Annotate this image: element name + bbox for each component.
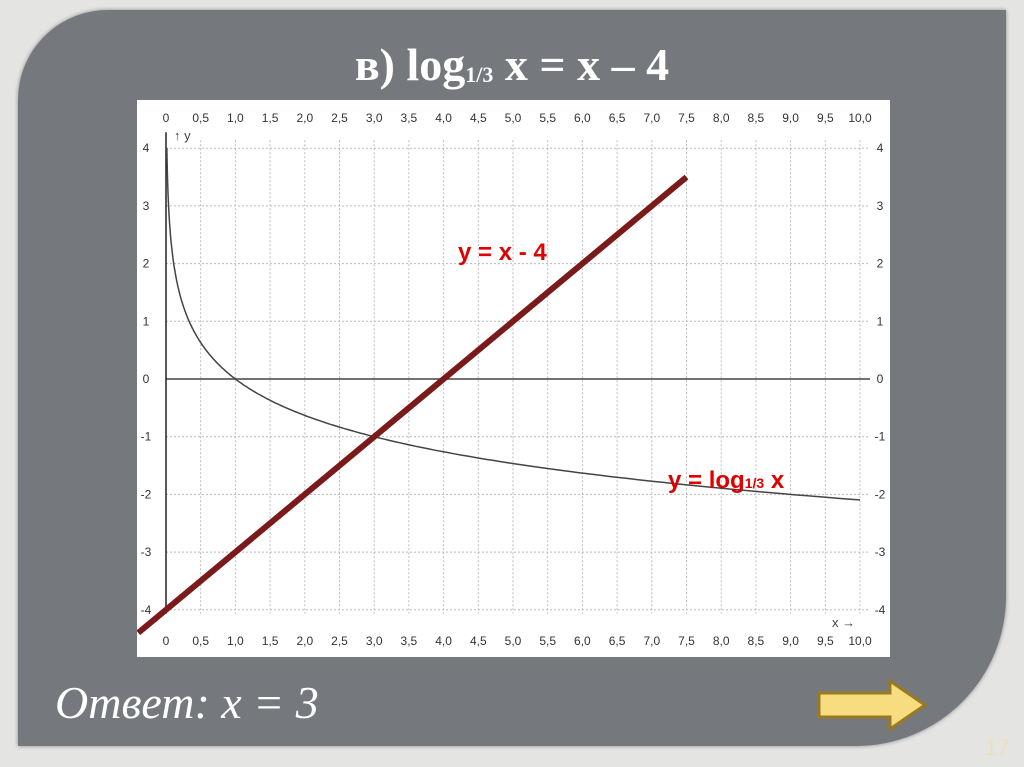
x-axis-label: x → (832, 615, 855, 630)
x-tick-label-bottom: 5,5 (539, 634, 556, 648)
x-tick-label-bottom: 0 (163, 634, 170, 648)
x-tick-label-bottom: 4,0 (435, 634, 452, 648)
arrow-right-icon[interactable] (815, 678, 930, 733)
y-tick-label-right: -1 (875, 430, 886, 444)
x-tick-label-bottom: 8,5 (748, 634, 765, 648)
series-label-log-base: 1/3 (745, 475, 765, 491)
x-tick-label-bottom: 9,0 (782, 634, 799, 648)
x-tick-label-bottom: 3,0 (366, 634, 383, 648)
x-tick-label-bottom: 9,5 (817, 634, 834, 648)
y-tick-label-left: 3 (143, 199, 150, 213)
y-tick-label-left: 2 (143, 257, 150, 271)
title-log-base: 1/3 (465, 62, 494, 87)
x-tick-label-top: 7,0 (643, 111, 660, 125)
y-tick-label-right: -2 (875, 487, 886, 501)
x-tick-label-top: 2,5 (331, 111, 348, 125)
answer-text: Ответ: x = 3 (55, 677, 319, 728)
x-tick-label-top: 3,5 (401, 111, 418, 125)
y-tick-label-left: -1 (141, 430, 152, 444)
x-tick-label-bottom: 6,5 (609, 634, 626, 648)
x-tick-label-top: 10,0 (848, 111, 872, 125)
chart: 0 0 0,5 0,5 1,0 1,0 1,5 1,5 2,0 2,0 2,5 2,5 3,0 3,0 3,… (137, 100, 890, 657)
y-tick-label-left: -2 (141, 487, 152, 501)
y-tick-label-right: 4 (877, 141, 884, 155)
x-tick-label-top: 7,5 (678, 111, 695, 125)
x-tick-label-top: 1,0 (227, 111, 244, 125)
chart-svg: 0 0 0,5 0,5 1,0 1,0 1,5 1,5 2,0 2,0 2,5 2,5 3,0 3,0 3,… (137, 111, 886, 648)
series-label-log: y = log1/3 x (668, 467, 785, 494)
x-tick-label-top: 4,0 (435, 111, 452, 125)
x-tick-label-top: 5,5 (539, 111, 556, 125)
y-tick-label-left: -3 (141, 545, 152, 559)
title-suffix: x = x – 4 (493, 39, 670, 90)
y-tick-label-left: -4 (141, 603, 152, 617)
y-tick-label-left: 0 (143, 372, 150, 386)
x-tick-label-bottom: 0,5 (192, 634, 209, 648)
x-tick-label-bottom: 6,0 (574, 634, 591, 648)
x-tick-label-top: 8,0 (713, 111, 730, 125)
x-tick-label-bottom: 2,5 (331, 634, 348, 648)
x-tick-label-bottom: 3,5 (401, 634, 418, 648)
x-tick-label-top: 9,5 (817, 111, 834, 125)
x-tick-label-top: 5,0 (505, 111, 522, 125)
series-label-log-suffix: x (764, 467, 785, 494)
x-tick-label-bottom: 1,5 (262, 634, 279, 648)
title-prefix: в) log (354, 39, 466, 90)
x-tick-label-top: 8,5 (748, 111, 765, 125)
line-y-x-minus-4 (137, 174, 689, 636)
x-tick-label-bottom: 7,0 (643, 634, 660, 648)
y-tick-label-right: 1 (877, 314, 884, 328)
y-tick-label-right: -4 (875, 603, 886, 617)
x-tick-label-bottom: 5,0 (505, 634, 522, 648)
x-tick-label-top: 6,5 (609, 111, 626, 125)
x-tick-label-bottom: 7,5 (678, 634, 695, 648)
y-tick-label-right: 3 (877, 199, 884, 213)
log-curve (166, 148, 861, 501)
y-tick-label-right: 0 (877, 372, 884, 386)
y-tick-label-left: 1 (143, 314, 150, 328)
y-axis-label: ↑ y (174, 128, 191, 143)
series-label-log-prefix: y = log (668, 467, 745, 494)
y-tick-label-left: 4 (143, 141, 150, 155)
x-tick-label-bottom: 4,5 (470, 634, 487, 648)
x-tick-label-top: 2,0 (296, 111, 313, 125)
x-tick-label-bottom: 1,0 (227, 634, 244, 648)
x-tick-label-top: 0,5 (192, 111, 209, 125)
y-tick-label-right: -3 (875, 545, 886, 559)
x-tick-label-top: 3,0 (366, 111, 383, 125)
x-tick-label-top: 4,5 (470, 111, 487, 125)
x-tick-label-top: 9,0 (782, 111, 799, 125)
x-tick-label-bottom: 2,0 (296, 634, 313, 648)
x-tick-label-bottom: 10,0 (848, 634, 872, 648)
x-tick-label-bottom: 8,0 (713, 634, 730, 648)
x-tick-label-top: 0 (163, 111, 170, 125)
page-number: 17 (985, 735, 1010, 760)
slide-title: в) log1/3 x = x – 4 (0, 38, 1024, 91)
x-tick-label-top: 6,0 (574, 111, 591, 125)
x-tick-label-top: 1,5 (262, 111, 279, 125)
y-tick-label-right: 2 (877, 257, 884, 271)
series-label-line: y = x - 4 (458, 239, 547, 266)
